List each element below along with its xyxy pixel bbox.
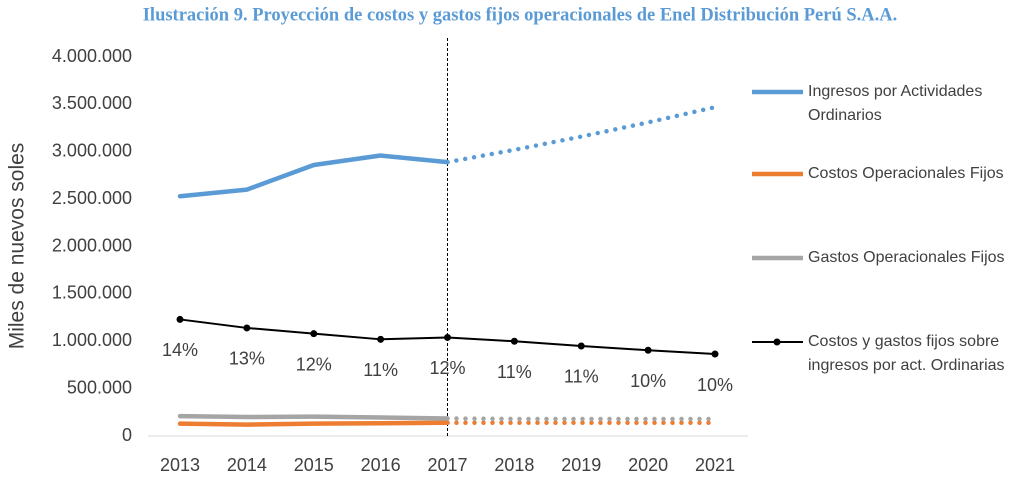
data-label: 13% <box>229 349 265 369</box>
data-label: 10% <box>630 371 666 391</box>
y-tick-label: 0 <box>122 425 132 445</box>
x-tick-label: 2015 <box>294 455 334 475</box>
chart-title: Ilustración 9. Proyección de costos y ga… <box>143 5 898 25</box>
x-tick-label: 2020 <box>628 455 668 475</box>
marker <box>444 333 451 341</box>
y-tick-label: 1.000.000 <box>52 330 132 350</box>
legend-label: Costos Operacionales Fijos <box>808 165 1004 182</box>
series-line <box>445 104 718 165</box>
marker <box>176 315 184 323</box>
y-axis-title: Miles de nuevos soles <box>6 143 29 350</box>
legend-label: Ingresos por Actividades Ordinarios <box>808 83 983 124</box>
legend-marker <box>773 338 781 346</box>
data-label: 12% <box>429 358 465 378</box>
x-tick-label: 2013 <box>160 455 200 475</box>
marker <box>644 346 652 354</box>
x-tick-label: 2018 <box>494 455 534 475</box>
y-tick-label: 3.000.000 <box>52 141 132 161</box>
data-label: 12% <box>296 354 332 374</box>
x-tick-label: 2021 <box>695 455 735 475</box>
x-tick-label: 2017 <box>427 455 467 475</box>
y-tick-label: 500.000 <box>67 377 132 397</box>
data-label: 11% <box>564 367 599 387</box>
x-tick-label: 2014 <box>227 455 267 475</box>
data-label: 14% <box>162 340 198 360</box>
x-tick-label: 2016 <box>361 455 401 475</box>
legend-label: Gastos Operacionales Fijos <box>808 249 1005 266</box>
marker <box>711 350 719 358</box>
series-line <box>177 420 450 427</box>
y-tick-label: 4.000.000 <box>52 46 132 66</box>
data-label: 11% <box>363 360 398 380</box>
y-tick-label: 3.500.000 <box>52 93 132 113</box>
marker <box>577 342 585 350</box>
series-line <box>177 413 450 421</box>
marker <box>510 337 518 345</box>
legend-label: Costos y gastos fijos sobre ingresos por… <box>808 333 1005 374</box>
marker <box>377 335 385 343</box>
marker <box>310 330 318 338</box>
data-label: 11% <box>497 362 532 382</box>
y-tick-label: 2.000.000 <box>52 235 132 255</box>
series-line <box>177 153 450 199</box>
x-tick-label: 2019 <box>561 455 601 475</box>
data-label: 10% <box>697 375 733 395</box>
marker <box>243 324 251 332</box>
y-tick-label: 1.500.000 <box>52 283 132 303</box>
y-tick-label: 2.500.000 <box>52 188 132 208</box>
